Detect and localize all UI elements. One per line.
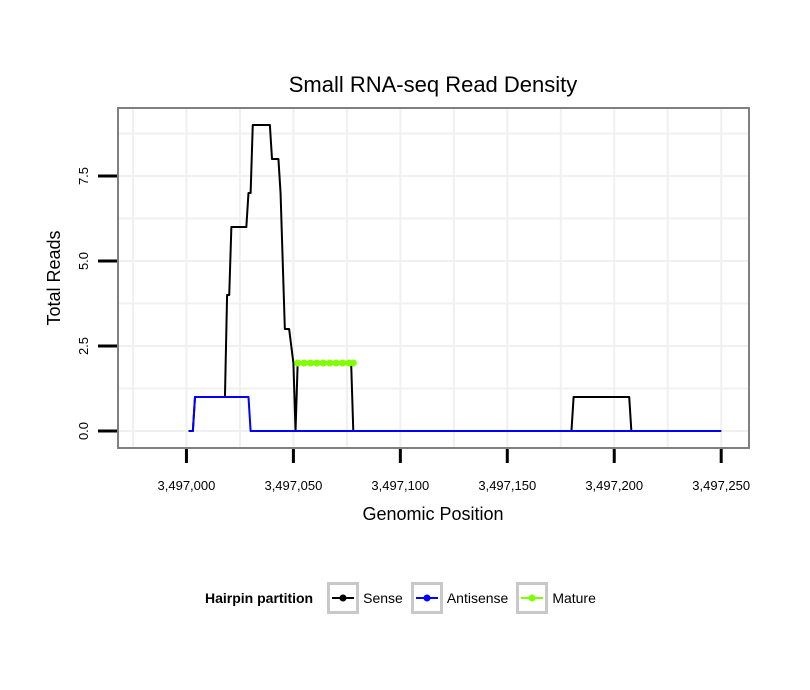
y-tick-label: 0.0 [76,422,91,440]
x-tick-label: 3,497,200 [585,478,643,493]
data-point-mature [300,359,308,367]
legend-label-mature: Mature [552,590,596,606]
data-point-mature [332,359,340,367]
series-line-antisense [188,396,722,432]
x-tick-label: 3,497,050 [264,478,322,493]
legend-item-sense: Sense [327,582,403,614]
data-point-mature [349,359,357,367]
y-tick-label: 5.0 [76,252,91,270]
data-point-mature [307,359,315,367]
grid-lines [118,108,749,448]
legend: Hairpin partition Sense Antisense Mature [205,578,604,618]
plot-border [117,107,750,449]
legend-key-mature [516,582,549,614]
x-tick-label: 3,497,250 [692,478,750,493]
y-axis-label: Total Reads [44,230,64,325]
legend-key-sense [327,582,360,614]
x-axis-label: Genomic Position [362,504,503,524]
data-point-mature [294,359,302,367]
x-tick-label: 3,497,100 [371,478,429,493]
data-point-mature [313,359,321,367]
legend-item-mature: Mature [516,582,596,614]
x-tick-label: 3,497,000 [158,478,216,493]
data-point-mature [326,359,334,367]
chart-title: Small RNA-seq Read Density [289,72,578,97]
legend-item-antisense: Antisense [410,582,509,614]
legend-label-antisense: Antisense [446,590,509,606]
y-tick-label: 2.5 [76,337,91,355]
axes: 3,497,000 3,497,050 3,497,100 3,497,150 3,49… [76,167,750,493]
y-tick-label: 7.5 [76,167,91,185]
data-point-mature [339,359,347,367]
legend-label-sense: Sense [363,590,403,606]
data-point-mature [319,359,327,367]
series-lines [188,124,722,432]
legend-title: Hairpin partition [205,590,314,606]
plot-background [118,108,749,448]
x-tick-label: 3,497,150 [478,478,536,493]
legend-key-antisense [410,582,443,614]
